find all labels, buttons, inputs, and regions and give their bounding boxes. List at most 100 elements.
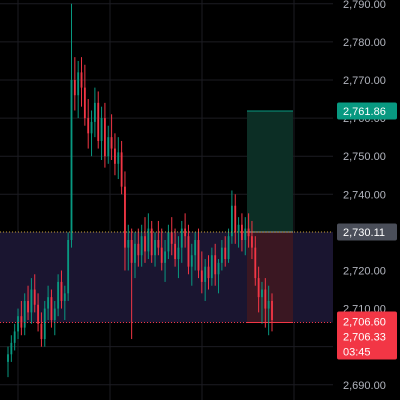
candle-body bbox=[160, 247, 163, 263]
candle bbox=[217, 259, 220, 294]
candle bbox=[180, 220, 183, 263]
candle-body bbox=[50, 297, 53, 320]
candle-body bbox=[200, 270, 203, 282]
candle bbox=[73, 57, 76, 111]
candle-body bbox=[80, 72, 83, 88]
candle-body bbox=[10, 342, 13, 355]
candle-body bbox=[261, 289, 263, 298]
candle-body bbox=[190, 255, 193, 267]
candle bbox=[103, 102, 106, 168]
candle bbox=[200, 251, 203, 294]
candle bbox=[40, 312, 43, 347]
current-price-tag-bg bbox=[337, 311, 397, 360]
candle bbox=[261, 281, 263, 324]
candle bbox=[137, 228, 140, 267]
candle-body bbox=[73, 80, 76, 96]
candle bbox=[167, 224, 170, 260]
current-price-label: 2,706.60 bbox=[343, 317, 386, 329]
candle bbox=[220, 240, 223, 271]
candle bbox=[50, 289, 53, 328]
candle bbox=[241, 213, 243, 252]
candle bbox=[177, 236, 180, 279]
candle bbox=[257, 266, 260, 313]
candle bbox=[170, 217, 173, 256]
candle-body bbox=[70, 80, 73, 240]
candle-body bbox=[33, 289, 36, 305]
candle-body bbox=[103, 118, 106, 157]
candle bbox=[17, 308, 19, 340]
candle bbox=[70, 3, 73, 248]
candle bbox=[117, 137, 120, 180]
candle bbox=[53, 300, 56, 336]
candle bbox=[124, 171, 126, 271]
candle-body bbox=[257, 278, 260, 298]
candle-body bbox=[83, 87, 86, 119]
candle-body bbox=[244, 228, 247, 240]
candle bbox=[267, 285, 270, 336]
candle bbox=[210, 247, 213, 286]
candle bbox=[134, 232, 136, 279]
candle-body bbox=[60, 281, 63, 301]
candle bbox=[157, 220, 160, 256]
candle-body bbox=[137, 243, 140, 256]
candle-body bbox=[187, 236, 190, 267]
candle-body bbox=[264, 289, 267, 309]
candle bbox=[37, 293, 39, 332]
current-price-tag: 2,706.60 2,706.33 03:45 bbox=[337, 311, 397, 360]
candle bbox=[184, 213, 187, 248]
entry-price-tag-label: 2,730.11 bbox=[343, 227, 385, 239]
target-price-tag-bg bbox=[337, 102, 397, 120]
candle-body bbox=[174, 243, 177, 260]
candle-body bbox=[127, 240, 130, 248]
candle bbox=[20, 300, 23, 336]
candle-body bbox=[147, 228, 150, 252]
candle-body bbox=[157, 240, 160, 248]
candle bbox=[224, 236, 227, 267]
candle bbox=[187, 224, 190, 275]
candle-body bbox=[217, 262, 220, 275]
stop-price-label: 2,706.33 bbox=[343, 332, 386, 344]
candle-body bbox=[140, 236, 143, 256]
candle-body bbox=[87, 118, 90, 134]
candle-body bbox=[170, 232, 173, 244]
candle bbox=[67, 232, 70, 301]
candle-body bbox=[17, 316, 19, 332]
candle bbox=[90, 110, 93, 157]
candle-body bbox=[247, 228, 250, 237]
candle-body bbox=[177, 247, 180, 260]
candle-body bbox=[144, 236, 146, 252]
candle-body bbox=[67, 240, 70, 294]
candle-body bbox=[124, 186, 126, 248]
candle-body bbox=[53, 308, 56, 320]
position-loss-zone[interactable] bbox=[247, 231, 293, 323]
candle-body bbox=[194, 240, 197, 256]
candle bbox=[154, 232, 156, 267]
candle bbox=[127, 224, 130, 271]
entry-price-tag-bg bbox=[337, 223, 397, 241]
candle bbox=[83, 64, 86, 126]
candle bbox=[194, 232, 197, 271]
candle-body bbox=[271, 300, 273, 320]
candle-body bbox=[97, 102, 100, 141]
candle bbox=[207, 255, 210, 290]
y-tick-label: 2,770.00 bbox=[343, 75, 386, 87]
candle-body bbox=[267, 300, 270, 309]
candle bbox=[164, 240, 166, 282]
candle-body bbox=[251, 236, 253, 248]
candle bbox=[43, 300, 46, 347]
position-profit-zone[interactable] bbox=[247, 111, 293, 232]
candle-body bbox=[7, 354, 9, 362]
candle-body bbox=[23, 300, 26, 328]
candle-body bbox=[150, 228, 153, 256]
candle-body bbox=[20, 316, 23, 328]
candle-body bbox=[154, 240, 156, 256]
y-tick-label: 2,750.00 bbox=[343, 151, 386, 163]
candle bbox=[114, 133, 116, 176]
candle-body bbox=[77, 72, 80, 96]
y-tick-label: 2,790.00 bbox=[343, 0, 386, 11]
candle bbox=[234, 194, 237, 244]
candle-body bbox=[47, 297, 50, 309]
candle-body bbox=[130, 240, 133, 263]
candle bbox=[174, 228, 177, 267]
